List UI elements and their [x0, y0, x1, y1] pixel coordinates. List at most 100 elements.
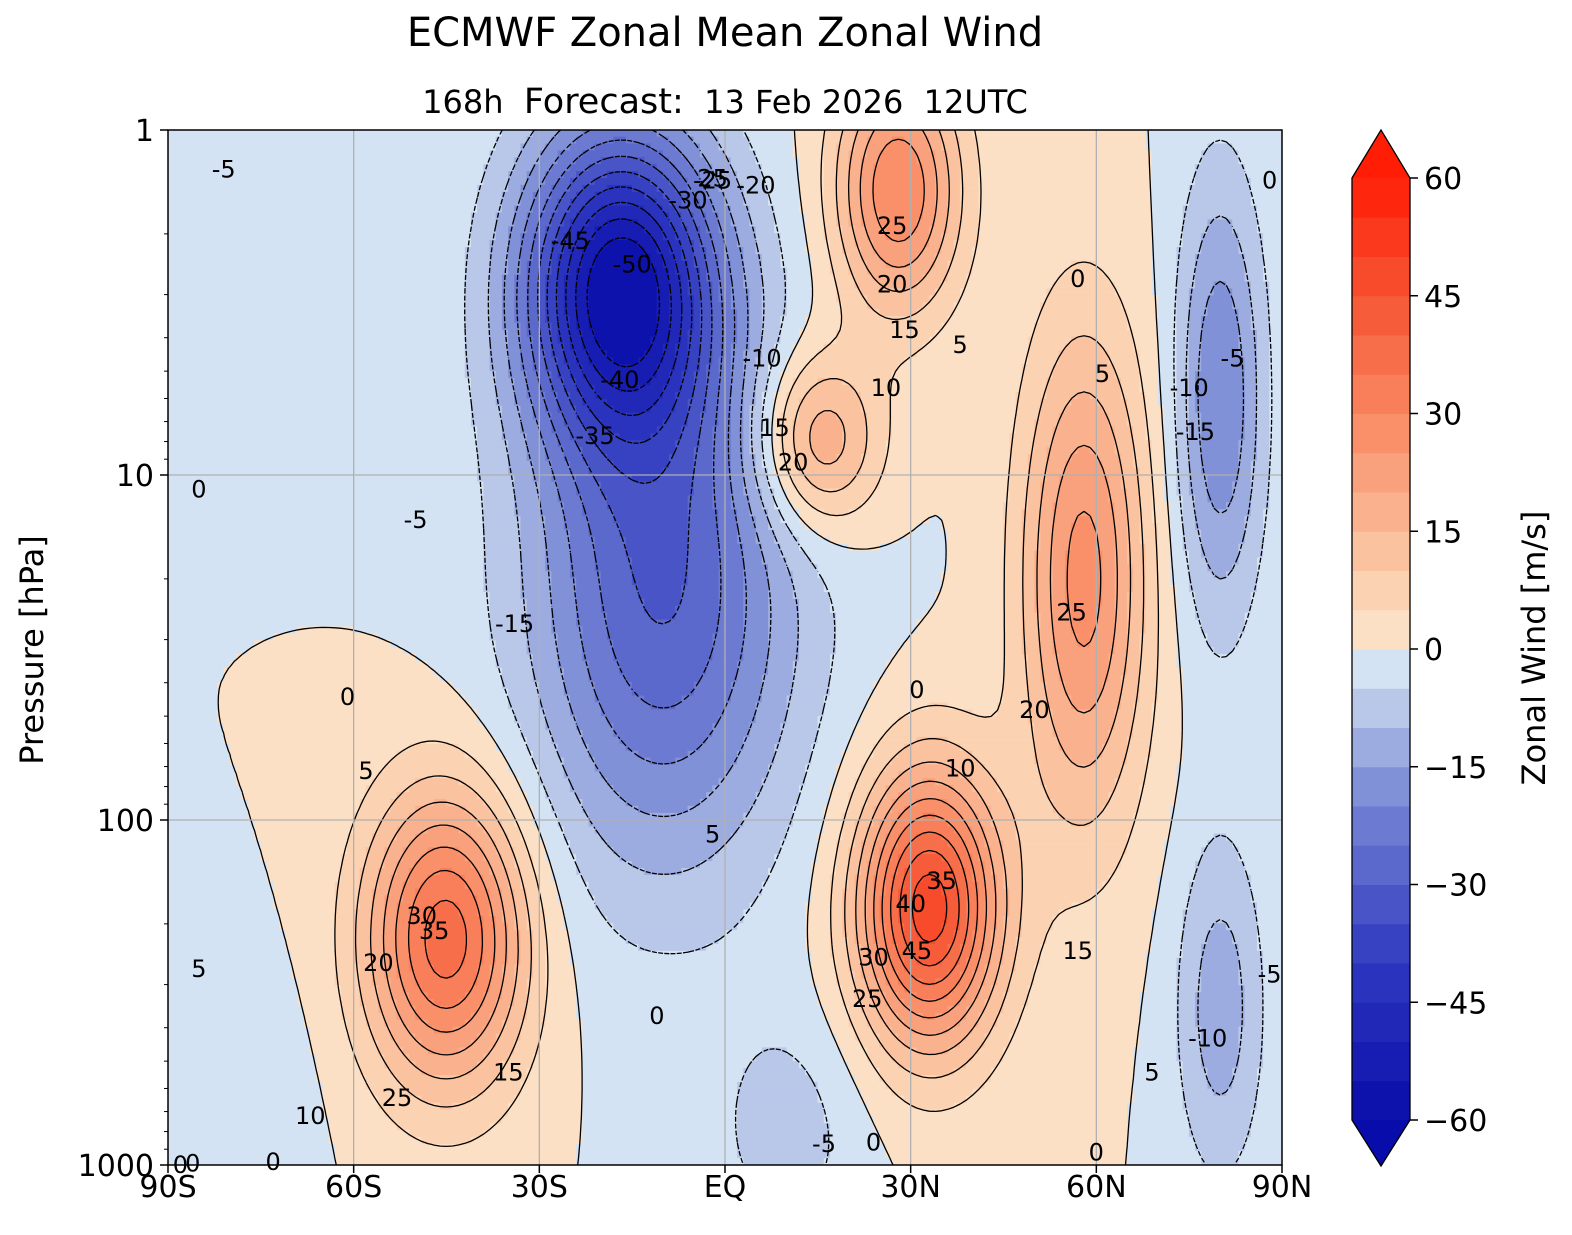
contour-fill-cell [829, 902, 843, 910]
contour-fill-cell [699, 143, 720, 151]
contour-fill-cell [1052, 640, 1079, 648]
contour-fill-cell [1151, 454, 1165, 462]
contour-fill-cell [891, 371, 1023, 379]
contour-fill-cell [396, 957, 410, 966]
contour-fill-cell [1164, 467, 1178, 476]
contour-fill-cell [953, 937, 967, 945]
contour-fill-cell [966, 281, 1054, 289]
contour-fill-cell [1188, 350, 1202, 358]
contour-fill-cell [842, 426, 868, 434]
contour-fill-cell [340, 999, 361, 1007]
contour-fill-cell [712, 467, 732, 476]
contour-fill-cell [1003, 509, 1023, 517]
contour-fill-cell [817, 571, 942, 579]
contour-fill-cell [755, 536, 775, 545]
contour-fill-cell [1201, 957, 1239, 966]
contour-fill-cell [706, 247, 713, 255]
contour-fill-cell [545, 999, 577, 1007]
contour-fill-cell [396, 971, 416, 979]
contour-fill-cell [625, 543, 689, 552]
contour-fill-cell [978, 198, 1153, 207]
contour-fill-cell [607, 240, 639, 248]
contour-fill-cell [1170, 812, 1282, 821]
contour-fill-cell [699, 309, 713, 317]
contour-fill-cell [576, 357, 590, 365]
contour-fill-cell [681, 247, 695, 255]
contour-line [354, 130, 1145, 1108]
colorbar-bin [1352, 570, 1410, 611]
contour-fill-cell [854, 143, 868, 151]
contour-fill-cell [489, 592, 522, 600]
contour-fill-cell [1021, 861, 1122, 869]
contour-fill-cell [514, 281, 528, 289]
contour-fill-cell [1046, 288, 1116, 296]
contour-fill-cell [557, 357, 565, 365]
contour-fill-cell [1133, 571, 1147, 579]
contour-fill-cell [959, 854, 973, 862]
contour-fill-cell [792, 474, 806, 483]
contour-fill-cell [811, 964, 837, 973]
contour-fill-cell [1114, 364, 1140, 372]
contour-fill-cell [1182, 688, 1282, 697]
contour-fill-cell [978, 888, 986, 897]
contour-fill-cell [891, 654, 1004, 662]
contour-fill-cell [947, 198, 961, 207]
contour-fill-cell [1040, 529, 1054, 538]
contour-fill-cell [854, 723, 893, 731]
contour-fill-cell [1164, 861, 1196, 869]
contour-fill-cell [1182, 1095, 1258, 1104]
contour-fill-cell [1120, 467, 1140, 476]
contour-fill-cell [687, 571, 720, 579]
contour-fill-cell [897, 833, 918, 841]
contour-fill-cell [520, 778, 540, 786]
contour-fill-cell [563, 674, 590, 683]
colorbar-bin [1352, 1002, 1410, 1042]
contour-fill-cell [1263, 1006, 1282, 1014]
contour-fill-cell [662, 226, 676, 234]
contour-fill-cell [594, 178, 652, 186]
contour-fill-cell [743, 350, 763, 358]
contour-fill-cell [569, 316, 577, 324]
contour-fill-cell [508, 1102, 583, 1111]
contour-fill-cell [935, 874, 955, 883]
contour-fill-cell [384, 1054, 410, 1062]
contour-fill-cell [495, 233, 509, 241]
contour-fill-cell [328, 1123, 398, 1131]
contour-fill-cell [402, 985, 423, 993]
contour-fill-cell [941, 578, 1004, 586]
contour-fill-cell [650, 178, 670, 186]
contour-fill-cell [390, 992, 410, 1000]
contour-fill-cell [928, 336, 1029, 345]
contour-fill-cell [836, 964, 850, 973]
contour-fill-cell [613, 847, 720, 855]
contour-fill-cell [860, 1040, 881, 1048]
contour-fill-cell [353, 826, 379, 835]
contour-fill-cell [1003, 654, 1029, 662]
contour-fill-cell [904, 826, 955, 835]
contour-fill-cell [1256, 447, 1270, 455]
contour-fill-cell [1182, 702, 1282, 710]
contour-fill-cell [712, 481, 732, 490]
contour-fill-cell [718, 509, 738, 517]
contour-fill-cell [1145, 412, 1165, 421]
contour-fill-cell [483, 764, 509, 772]
contour-fill-cell [1170, 805, 1282, 814]
contour-fill-cell [768, 191, 800, 200]
contour-fill-cell [947, 1047, 980, 1055]
contour-fill-cell [427, 916, 466, 924]
contour-fill-cell [1244, 999, 1264, 1007]
contour-fill-cell [1145, 419, 1165, 427]
contour-fill-cell [1238, 454, 1258, 462]
contour-fill-cell [582, 391, 596, 400]
contour-fill-cell [737, 1144, 831, 1152]
contour-fill-cell [829, 605, 930, 614]
contour-fill-cell [409, 1054, 484, 1062]
contour-fill-cell [687, 281, 701, 289]
contour-fill-cell [619, 736, 707, 745]
contour-fill-cell [371, 943, 385, 952]
contour-fill-cell [508, 267, 522, 276]
contour-fill-cell [545, 550, 571, 559]
chart-title: ECMWF Zonal Mean Zonal Wind [406, 10, 1044, 56]
contour-fill-cell [842, 240, 856, 248]
contour-fill-cell [359, 881, 379, 890]
